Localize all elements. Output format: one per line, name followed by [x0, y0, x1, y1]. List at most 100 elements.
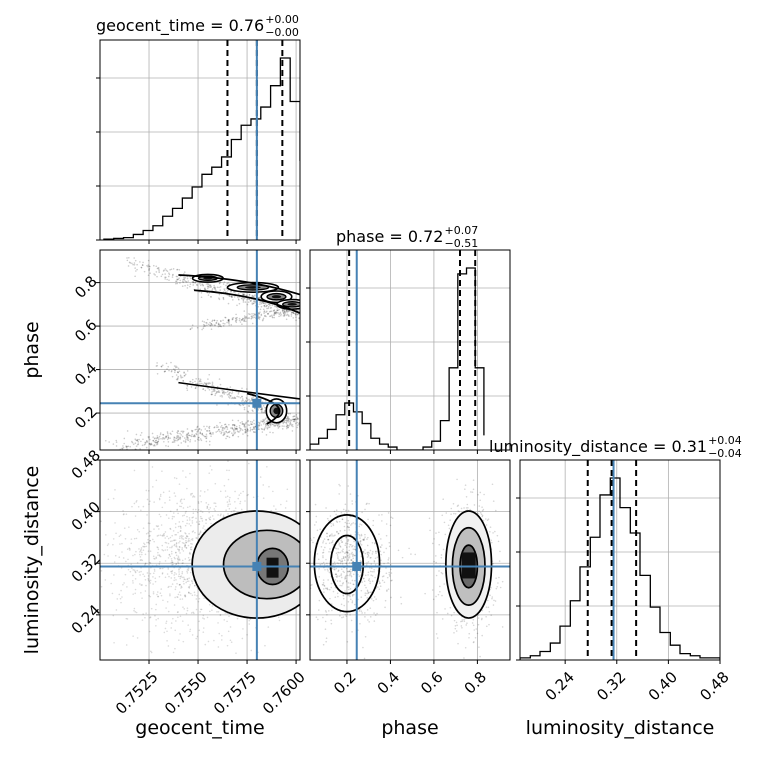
sample-point [207, 489, 209, 491]
sample-point [366, 502, 368, 505]
sample-point [221, 389, 224, 392]
sample-point [188, 434, 190, 437]
sample-point [242, 298, 245, 301]
sample-point [156, 267, 159, 270]
sample-point [161, 364, 164, 367]
sample-point [210, 388, 213, 390]
sample-point [240, 297, 243, 300]
sample-point [381, 575, 384, 578]
sample-point [191, 327, 193, 329]
sample-point [179, 529, 182, 532]
grid-22 [520, 460, 720, 660]
sample-point [196, 382, 199, 385]
sample-point [345, 562, 348, 565]
sample-point [210, 285, 213, 288]
sample-point [364, 508, 366, 511]
sample-point [332, 524, 335, 527]
sample-point [366, 597, 369, 599]
sample-point [266, 307, 268, 310]
sample-point [310, 539, 313, 541]
sample-point [141, 597, 143, 599]
sample-point [268, 303, 270, 306]
sample-point [201, 433, 203, 435]
sample-point [129, 445, 132, 448]
sample-point [162, 549, 165, 552]
sample-point [112, 543, 114, 546]
sample-point [170, 570, 172, 573]
sample-point [488, 623, 490, 626]
sample-point [195, 377, 197, 380]
sample-point [170, 552, 173, 555]
sample-point [144, 553, 147, 556]
sample-point [470, 491, 472, 493]
sample-point [252, 396, 255, 398]
sample-point [342, 582, 345, 584]
sample-point [126, 257, 128, 259]
sample-point [189, 380, 191, 383]
sample-point [251, 423, 253, 426]
sample-point [390, 572, 393, 574]
sample-point [206, 382, 209, 385]
sample-point [243, 423, 245, 425]
sample-point [165, 436, 167, 438]
sample-point [385, 523, 388, 525]
sample-point [232, 397, 235, 400]
sample-point [250, 316, 253, 319]
sample-point [368, 502, 370, 505]
sample-point [336, 521, 339, 524]
sample-point [489, 530, 491, 533]
sample-point [243, 318, 245, 321]
sample-point [385, 572, 388, 575]
sample-point [184, 373, 187, 376]
histogram-step-luminosity_distance [520, 477, 720, 660]
sample-point [469, 508, 471, 511]
sample-point [209, 284, 212, 286]
sample-point [185, 532, 187, 535]
sample-point [341, 584, 343, 587]
sample-point [167, 445, 170, 448]
sample-point [296, 418, 299, 420]
sample-point [485, 606, 488, 608]
sample-point [188, 585, 191, 588]
sample-point [346, 586, 349, 588]
sample-point [165, 622, 167, 624]
sample-point [367, 551, 370, 554]
sample-point [300, 544, 302, 546]
sample-point [135, 611, 138, 614]
sample-point [348, 570, 351, 573]
sample-point [330, 525, 333, 527]
sample-point [174, 596, 176, 599]
sample-point [228, 507, 231, 510]
sample-point [200, 510, 202, 512]
sample-point [147, 436, 150, 438]
sample-point [173, 436, 175, 438]
sample-point [450, 614, 453, 617]
sample-point [171, 572, 173, 575]
sample-point [189, 440, 191, 443]
sample-point [181, 547, 184, 549]
sample-point [174, 533, 176, 536]
sample-point [252, 426, 255, 428]
sample-point [471, 622, 474, 624]
sample-point [184, 544, 187, 547]
sample-point [286, 427, 288, 430]
sample-point [366, 544, 369, 547]
sample-point [276, 311, 278, 314]
title-plus: +0.07 [444, 224, 478, 237]
sample-point [196, 594, 198, 597]
sample-point [265, 311, 267, 314]
sample-point [211, 324, 214, 326]
sample-point [209, 382, 211, 385]
sample-point [176, 502, 178, 505]
sample-point [155, 439, 157, 442]
sample-point [287, 426, 289, 429]
sample-point [227, 503, 230, 506]
sample-point [264, 314, 266, 317]
sample-point [468, 632, 471, 635]
sample-point [472, 641, 475, 644]
sample-point [68, 548, 70, 550]
sample-point [176, 278, 179, 281]
x-tick-label: 0.4 [374, 668, 404, 698]
sample-point [493, 599, 495, 602]
sample-point [367, 536, 369, 539]
